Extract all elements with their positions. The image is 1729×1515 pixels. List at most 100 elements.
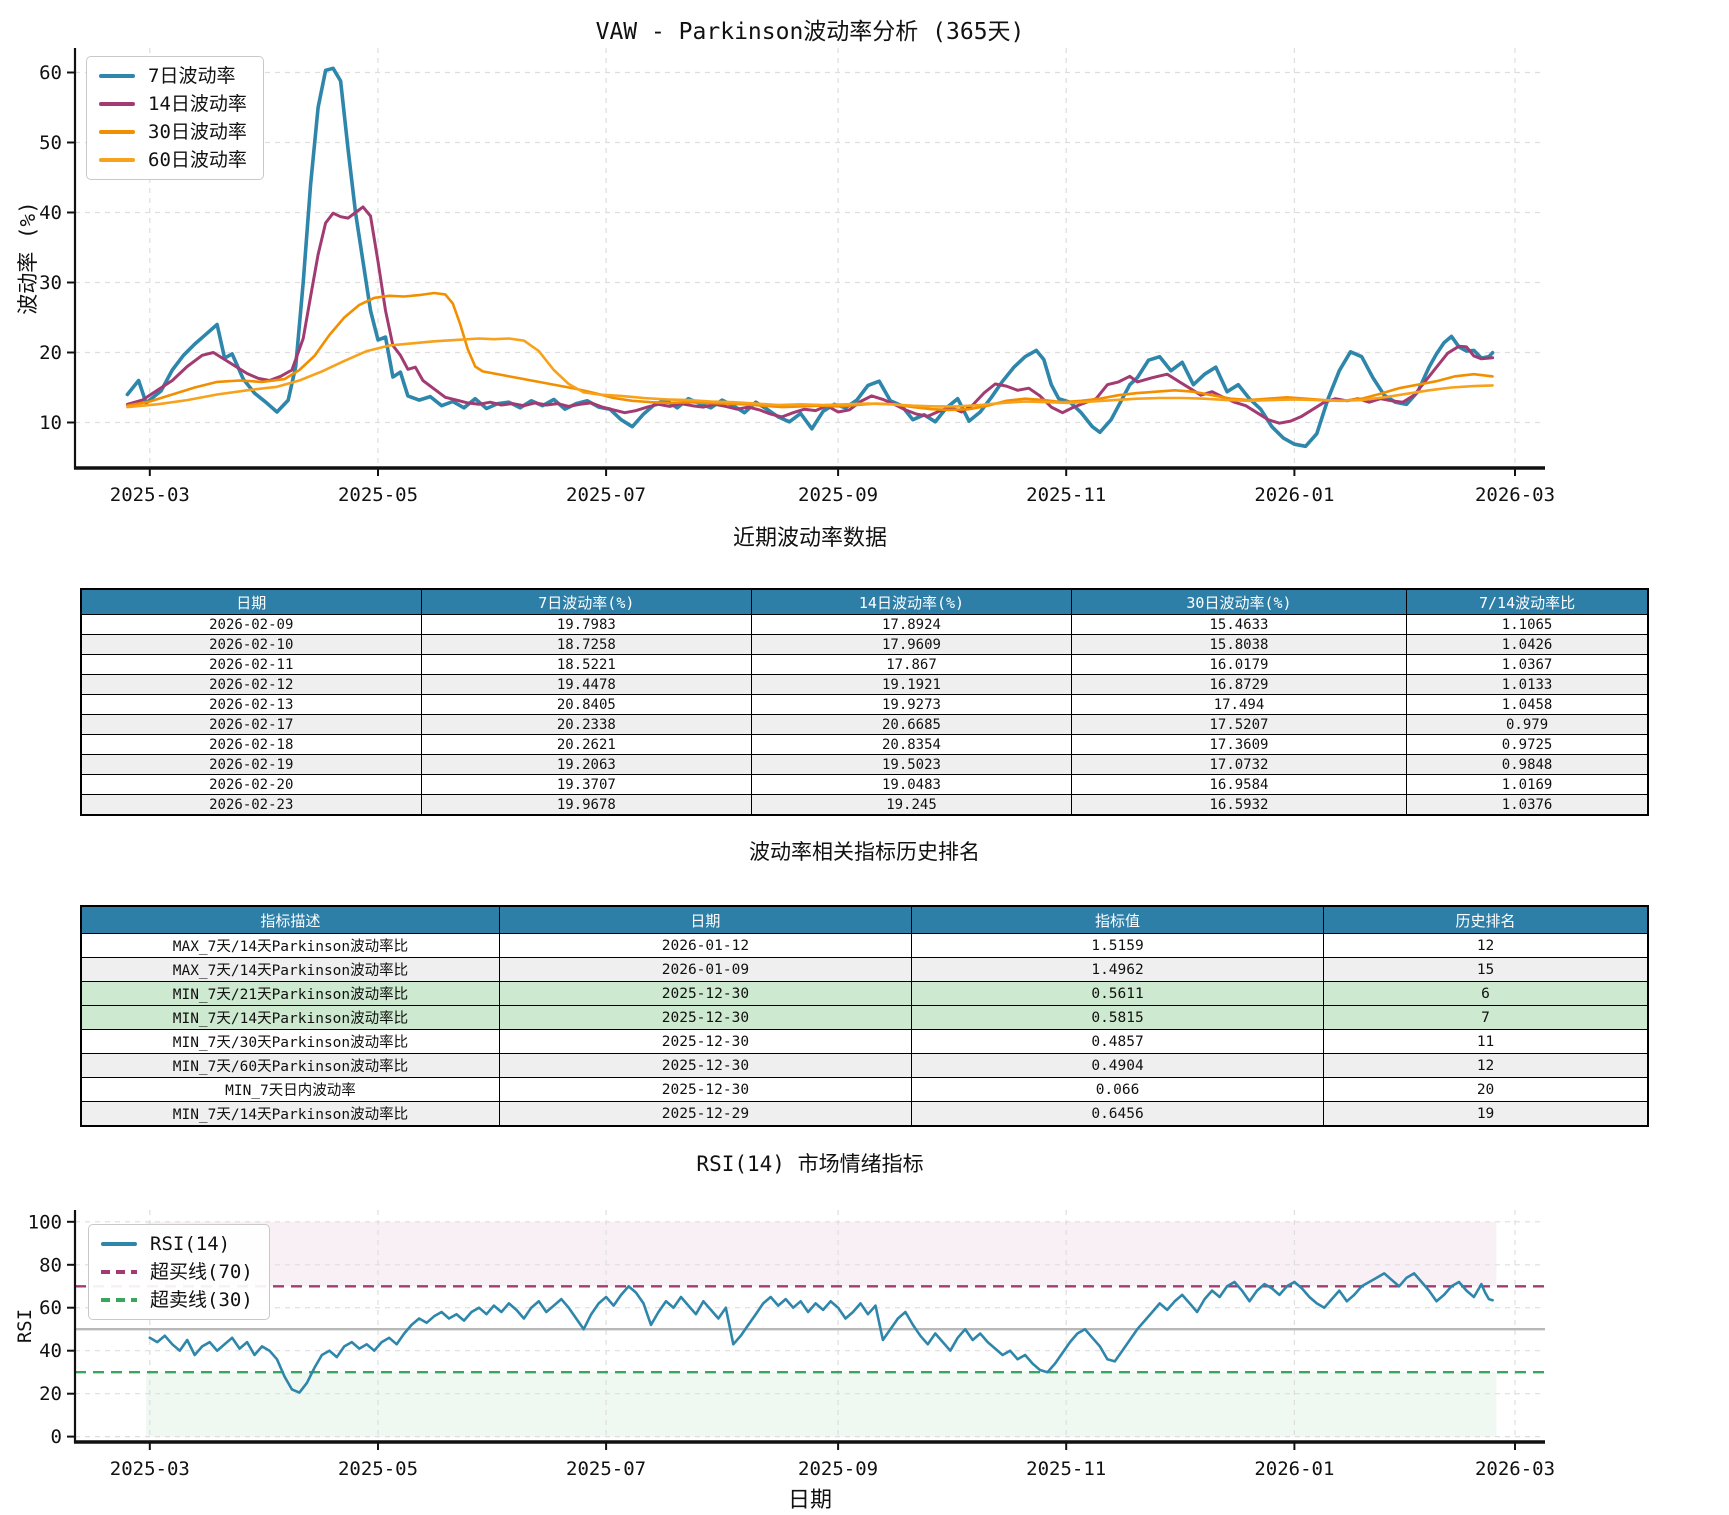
table-cell: 17.867 <box>751 654 1072 675</box>
table-cell: 19.7983 <box>420 614 753 635</box>
table-cell: 2025-12-30 <box>498 1053 912 1078</box>
table-cell: 2026-02-10 <box>80 634 422 655</box>
volatility-chart-xlabel: 近期波动率数据 <box>732 526 887 551</box>
x-tick-label: 2025-05 <box>338 1458 418 1480</box>
x-tick-label: 2025-09 <box>798 484 878 506</box>
table-row: MIN_7天/21天Parkinson波动率比 2025-12-30 0.5611 6 <box>80 981 1649 1006</box>
legend-item: 超买线(70) <box>101 1262 253 1282</box>
legend-item: 超卖线(30) <box>101 1290 253 1310</box>
legend-item: 30日波动率 <box>99 122 247 142</box>
table-row: MIN_7天/14天Parkinson波动率比 2025-12-30 0.5815 7 <box>80 1005 1649 1030</box>
table-cell: 19.0483 <box>751 774 1072 795</box>
y-tick-label: 20 <box>39 1383 62 1405</box>
table-row: MIN_7天/30天Parkinson波动率比 2025-12-30 0.4857 1… <box>80 1029 1649 1054</box>
table-row: 2026-02-20 19.3707 19.0483 16.9584 1.0169 <box>80 774 1649 795</box>
series-line <box>125 205 1495 425</box>
table-cell: 16.8729 <box>1070 674 1408 695</box>
table-cell: 0.5815 <box>910 1005 1325 1030</box>
table-row: 2026-02-11 18.5221 17.867 16.0179 1.0367 <box>80 654 1649 675</box>
table-row: 2026-02-17 20.2338 20.6685 17.5207 0.979 <box>80 714 1649 735</box>
legend-label: 超卖线(30) <box>150 1289 253 1311</box>
table-cell: 16.5932 <box>1070 794 1408 816</box>
y-tick-label: 30 <box>39 272 62 294</box>
table-cell: 2026-02-09 <box>80 614 422 635</box>
table-cell: 18.5221 <box>420 654 753 675</box>
table-cell: 17.9609 <box>751 634 1072 655</box>
table-cell: 19.245 <box>751 794 1072 816</box>
table-cell: 16.9584 <box>1070 774 1408 795</box>
column-header: 日期 <box>80 588 422 615</box>
legend-label: RSI(14) <box>150 1233 231 1255</box>
table-cell: 20.2338 <box>420 714 753 735</box>
y-tick-label: 0 <box>51 1426 62 1448</box>
rsi-chart-ylabel: RSI <box>14 1308 36 1344</box>
x-tick-label: 2026-03 <box>1475 484 1555 506</box>
table-row: 2026-02-19 19.2063 19.5023 17.0732 0.9848 <box>80 754 1649 775</box>
column-header: 指标描述 <box>80 905 500 934</box>
table-row: MAX_7天/14天Parkinson波动率比 2026-01-12 1.5159 1… <box>80 933 1649 958</box>
column-header: 历史排名 <box>1323 905 1649 934</box>
y-tick-label: 40 <box>39 202 62 224</box>
legend-line-swatch <box>99 158 135 162</box>
table-cell: MIN_7天/60天Parkinson波动率比 <box>80 1053 500 1078</box>
rsi-chart-title: RSI(14) 市场情绪指标 <box>696 1152 924 1176</box>
column-header: 指标值 <box>910 905 1325 934</box>
table-cell: 20.8405 <box>420 694 753 715</box>
legend-line-swatch <box>99 102 135 106</box>
table-cell: 0.979 <box>1406 714 1649 735</box>
recent-table-body: 2026-02-09 19.7983 17.8924 15.4633 1.1065 202… <box>80 614 1649 816</box>
column-header: 14日波动率(%) <box>751 588 1072 615</box>
table-cell: MIN_7天/21天Parkinson波动率比 <box>80 981 500 1006</box>
series-line <box>126 337 1494 409</box>
table-cell: 17.3609 <box>1070 734 1408 755</box>
table-cell: 2025-12-30 <box>498 981 912 1006</box>
legend-line-swatch <box>101 1242 137 1246</box>
table-cell: 2026-02-18 <box>80 734 422 755</box>
y-tick-label: 60 <box>39 62 62 84</box>
x-tick-label: 2025-05 <box>338 484 418 506</box>
table-cell: 1.0426 <box>1406 634 1649 655</box>
table-cell: 0.6456 <box>910 1101 1325 1127</box>
x-tick-label: 2025-09 <box>798 1458 878 1480</box>
x-tick-label: 2025-11 <box>1026 484 1106 506</box>
table-row: 2026-02-09 19.7983 17.8924 15.4633 1.1065 <box>80 614 1649 635</box>
volatility-chart-title: VAW - Parkinson波动率分析 (365天) <box>595 19 1025 45</box>
table-cell: 15.8038 <box>1070 634 1408 655</box>
legend-label: 60日波动率 <box>148 149 247 171</box>
table-cell: 0.066 <box>910 1077 1325 1102</box>
table-cell: 1.0169 <box>1406 774 1649 795</box>
table-cell: 18.7258 <box>420 634 753 655</box>
x-tick-label: 2025-11 <box>1026 1458 1106 1480</box>
series-line <box>126 291 1494 412</box>
table-cell: 17.8924 <box>751 614 1072 635</box>
table-cell: 19.9273 <box>751 694 1072 715</box>
rsi-chart-xlabel: 日期 <box>787 1488 832 1513</box>
table-cell: 2025-12-29 <box>498 1101 912 1127</box>
table-cell: 2026-02-11 <box>80 654 422 675</box>
legend-dashed-line-swatch <box>101 1270 137 1274</box>
table-cell: 12 <box>1323 1053 1649 1078</box>
table-cell: 12 <box>1323 933 1649 958</box>
table-cell: 2025-12-30 <box>498 1005 912 1030</box>
table-cell: 19.1921 <box>751 674 1072 695</box>
table-cell: 20.2621 <box>420 734 753 755</box>
series-line <box>148 1272 1494 1394</box>
oversold-band <box>146 1372 1497 1437</box>
table-cell: 15 <box>1323 957 1649 982</box>
table-cell: 19.2063 <box>420 754 753 775</box>
y-tick-label: 10 <box>39 412 62 434</box>
table-row: MIN_7天/14天Parkinson波动率比 2025-12-29 0.6456 1… <box>80 1101 1649 1127</box>
table-cell: 2026-02-17 <box>80 714 422 735</box>
legend-label: 超买线(70) <box>150 1261 253 1283</box>
table-cell: 19.9678 <box>420 794 753 816</box>
table-cell: 1.1065 <box>1406 614 1649 635</box>
table-cell: 19.4478 <box>420 674 753 695</box>
y-tick-label: 80 <box>39 1254 62 1276</box>
x-tick-label: 2025-07 <box>566 1458 646 1480</box>
legend-label: 14日波动率 <box>148 93 247 115</box>
table-cell: 6 <box>1323 981 1649 1006</box>
table-row: 2026-02-12 19.4478 19.1921 16.8729 1.0133 <box>80 674 1649 695</box>
y-tick-label: 100 <box>28 1211 62 1233</box>
